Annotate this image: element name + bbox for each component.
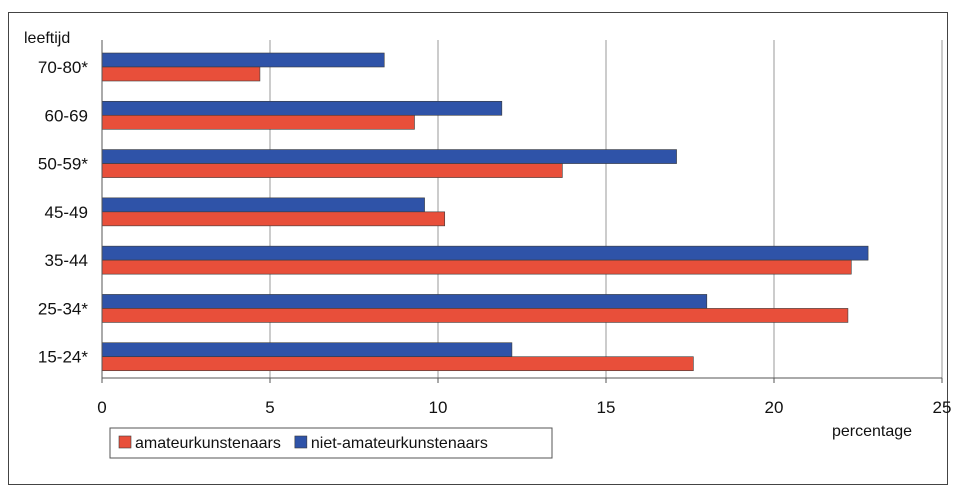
x-tick-label: 25	[933, 398, 952, 417]
bar-amateurkunstenaars	[102, 67, 260, 81]
y-tick-label: 15-24*	[38, 348, 88, 367]
x-tick-label: 20	[765, 398, 784, 417]
bar-amateurkunstenaars	[102, 115, 414, 129]
legend-label-niet-amateurkunstenaars: niet-amateurkunstenaars	[311, 435, 488, 452]
x-tick-label: 5	[265, 398, 274, 417]
bar-niet-amateurkunstenaars	[102, 53, 384, 67]
y-tick-label: 60-69	[45, 106, 88, 125]
x-tick-label: 15	[597, 398, 616, 417]
y-tick-label: 50-59*	[38, 155, 88, 174]
bar-amateurkunstenaars	[102, 308, 848, 322]
y-axis-title: leeftijd	[24, 30, 70, 47]
legend: amateurkunstenaars niet-amateurkunstenaar…	[110, 428, 552, 458]
bar-amateurkunstenaars	[102, 212, 445, 226]
x-axis-title: percentage	[832, 423, 912, 440]
legend-swatch-amateurkunstenaars	[119, 436, 131, 448]
bars	[102, 53, 868, 371]
bar-amateurkunstenaars	[102, 164, 562, 178]
bar-amateurkunstenaars	[102, 260, 851, 274]
legend-swatch-niet-amateurkunstenaars	[295, 436, 307, 448]
bar-niet-amateurkunstenaars	[102, 198, 425, 212]
bar-niet-amateurkunstenaars	[102, 246, 868, 260]
y-tick-label: 25-34*	[38, 299, 88, 318]
bar-niet-amateurkunstenaars	[102, 101, 502, 115]
bar-niet-amateurkunstenaars	[102, 294, 707, 308]
x-tick-label: 10	[429, 398, 448, 417]
x-tick-label: 0	[97, 398, 106, 417]
bar-niet-amateurkunstenaars	[102, 343, 512, 357]
bar-niet-amateurkunstenaars	[102, 150, 677, 164]
legend-label-amateurkunstenaars: amateurkunstenaars	[135, 435, 281, 452]
y-tick-label: 45-49	[45, 203, 88, 222]
y-tick-label: 35-44	[45, 251, 88, 270]
y-tick-label: 70-80*	[38, 58, 88, 77]
bar-amateurkunstenaars	[102, 357, 693, 371]
